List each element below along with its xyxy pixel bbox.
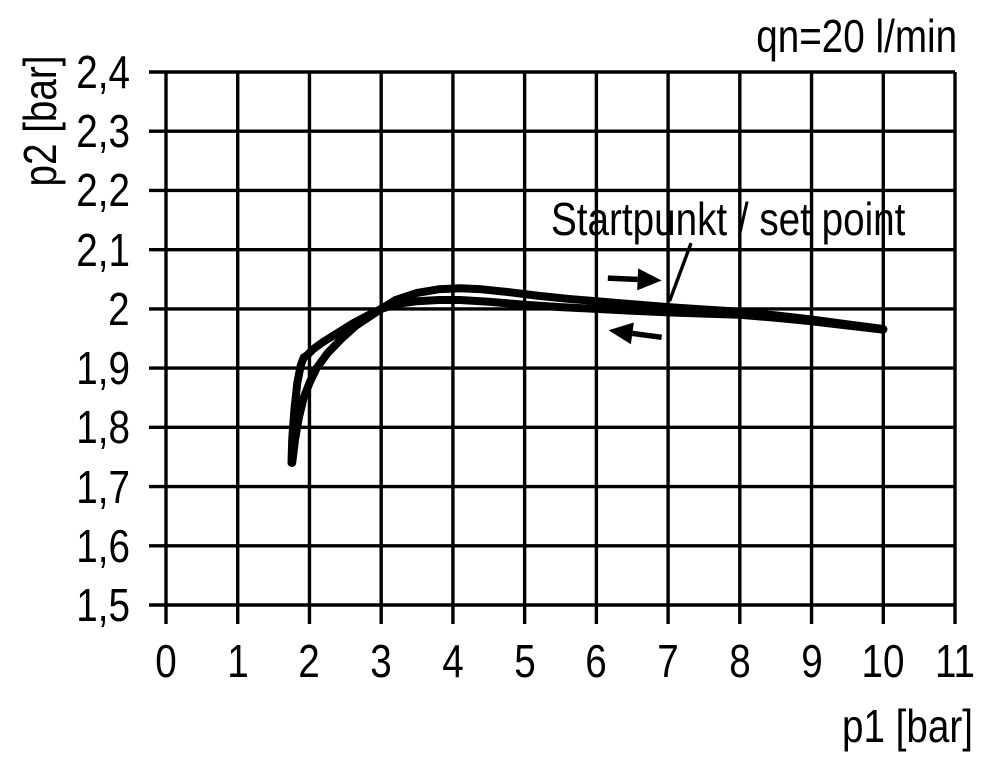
x-tick-label: 6 — [585, 635, 608, 687]
chart-title: qn=20 l/min — [756, 10, 957, 62]
arrow-left-icon — [608, 322, 634, 345]
x-axis-label: p1 [bar] — [841, 700, 973, 752]
x-tick-label: 1 — [226, 635, 249, 687]
y-tick-label: 1,8 — [76, 401, 130, 454]
arrow-right-icon — [637, 268, 662, 291]
y-tick-label: 1,7 — [76, 460, 130, 513]
y-tick-label: 2,1 — [76, 223, 130, 276]
y-axis-label: p2 [bar] — [14, 55, 66, 187]
x-tick-label: 5 — [513, 635, 536, 687]
arrow-left-icon-shaft — [631, 330, 663, 341]
y-tick-label: 1,9 — [76, 342, 130, 395]
x-tick-label: 3 — [370, 635, 392, 687]
x-tick-label: 4 — [442, 635, 464, 687]
y-tick-label: 2 — [108, 282, 130, 335]
x-tick-label: 8 — [729, 635, 751, 687]
x-tick-label: 7 — [657, 635, 679, 687]
y-tick-label: 2,3 — [76, 105, 130, 158]
x-tick-label: 11 — [934, 635, 976, 687]
y-tick-label: 1,5 — [76, 579, 130, 631]
arrow-right-icon-shaft — [607, 275, 638, 283]
y-tick-label: 2,2 — [76, 164, 130, 217]
y-tick-label: 2,4 — [76, 46, 130, 98]
setpoint-leader-line — [667, 242, 693, 302]
curve-left — [287, 296, 888, 467]
x-tick-label: 9 — [800, 635, 823, 687]
x-tick-label: 10 — [861, 635, 905, 687]
x-tick-label: 0 — [155, 635, 177, 687]
setpoint-annotation-label: Startpunkt / set point — [551, 193, 906, 245]
y-tick-label: 1,6 — [76, 519, 130, 572]
x-tick-label: 2 — [298, 635, 321, 687]
